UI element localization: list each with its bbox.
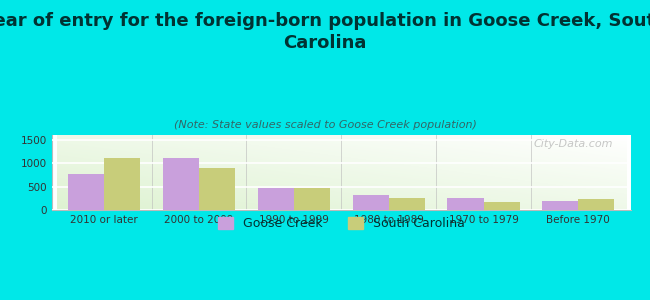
Bar (68, 174, 104, 210)
Legend: Goose Creek, South Carolina: Goose Creek, South Carolina (213, 212, 469, 235)
Bar (542, 201, 578, 210)
Bar (199, 168, 235, 210)
Bar (294, 188, 330, 210)
Bar (484, 202, 519, 210)
Text: City-Data.com: City-Data.com (534, 139, 613, 149)
Bar (104, 158, 140, 210)
Bar (389, 198, 424, 210)
Text: (Note: State values scaled to Goose Creek population): (Note: State values scaled to Goose Cree… (174, 120, 476, 130)
Bar (578, 199, 614, 210)
Bar (353, 195, 389, 210)
Bar (447, 198, 484, 210)
Text: Year of entry for the foreign-born population in Goose Creek, South
Carolina: Year of entry for the foreign-born popul… (0, 12, 650, 52)
Bar (163, 158, 199, 210)
Bar (258, 188, 294, 210)
